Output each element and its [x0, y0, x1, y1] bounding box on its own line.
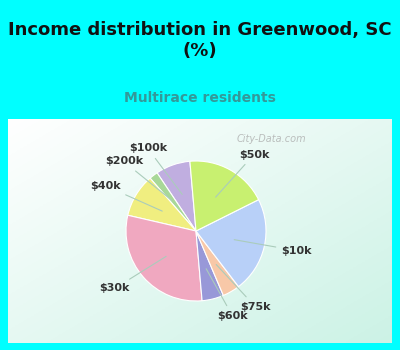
Text: $75k: $75k — [216, 265, 270, 312]
Wedge shape — [150, 173, 196, 231]
Text: Multirace residents: Multirace residents — [124, 91, 276, 105]
Wedge shape — [157, 161, 196, 231]
Text: Income distribution in Greenwood, SC
(%): Income distribution in Greenwood, SC (%) — [8, 21, 392, 60]
Wedge shape — [196, 199, 266, 287]
Text: $200k: $200k — [105, 156, 172, 200]
Text: $100k: $100k — [129, 144, 182, 195]
Wedge shape — [196, 231, 223, 301]
Wedge shape — [196, 231, 238, 295]
Text: City-Data.com: City-Data.com — [237, 134, 306, 145]
Text: $10k: $10k — [234, 240, 312, 256]
Text: $60k: $60k — [206, 269, 248, 321]
Text: $30k: $30k — [100, 256, 166, 293]
Wedge shape — [126, 215, 202, 301]
Wedge shape — [190, 161, 258, 231]
Wedge shape — [128, 178, 196, 231]
Text: $40k: $40k — [90, 181, 162, 211]
Text: $50k: $50k — [216, 149, 269, 197]
